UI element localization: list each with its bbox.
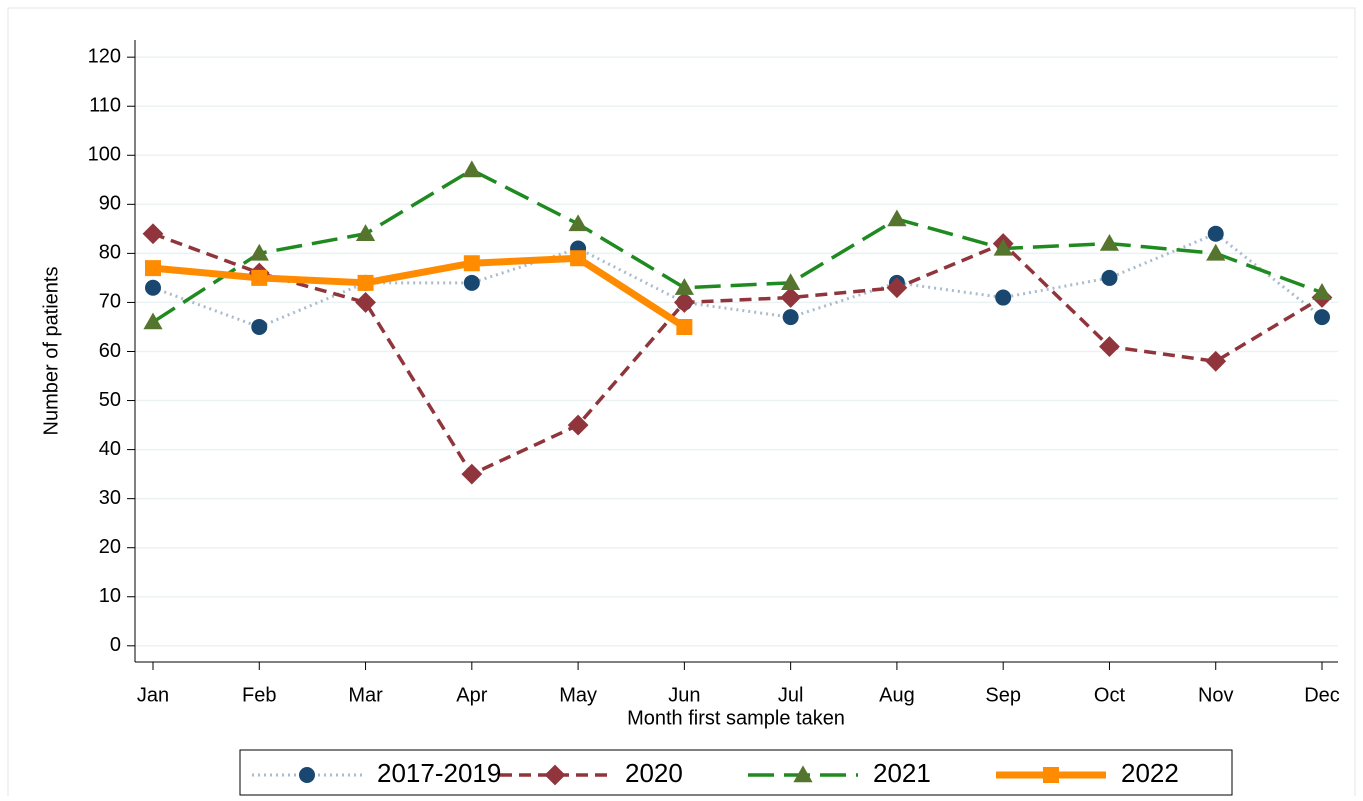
- x-tick-label: Apr: [456, 684, 487, 706]
- point: [461, 463, 483, 485]
- series-line: [152, 168, 1323, 324]
- point: [145, 279, 161, 296]
- point: [781, 273, 801, 291]
- y-tick-label: 50: [99, 389, 121, 411]
- point: [887, 209, 907, 227]
- point: [145, 260, 161, 277]
- y-tick-label: 120: [88, 45, 121, 67]
- point: [1099, 233, 1120, 251]
- x-tick-label: Feb: [242, 684, 276, 706]
- x-tick-label: May: [559, 684, 597, 706]
- legend-label: 2020: [625, 758, 683, 788]
- point: [782, 309, 799, 326]
- series-line: [152, 254, 687, 330]
- point: [1099, 336, 1120, 357]
- point: [462, 160, 482, 178]
- point: [299, 767, 315, 783]
- point: [355, 224, 376, 241]
- point: [249, 243, 269, 261]
- y-tick-label: 100: [88, 144, 121, 166]
- x-tick-label: Oct: [1094, 684, 1126, 706]
- point: [251, 269, 268, 286]
- y-tick-label: 10: [99, 585, 121, 607]
- y-tick-label: 110: [89, 95, 121, 117]
- y-tick-label: 80: [99, 242, 121, 264]
- point: [1312, 283, 1332, 300]
- series-line: [152, 232, 1323, 329]
- chart-frame: [7, 7, 1356, 799]
- x-tick-label: Nov: [1198, 684, 1234, 706]
- point: [142, 223, 164, 245]
- point: [143, 312, 163, 330]
- y-tick-label: 40: [99, 438, 121, 460]
- point: [780, 287, 802, 308]
- point: [544, 764, 566, 786]
- point: [357, 274, 374, 291]
- point: [1206, 243, 1226, 261]
- point: [463, 255, 480, 272]
- point: [1314, 309, 1330, 326]
- y-tick-label: 70: [99, 291, 121, 313]
- point: [1043, 767, 1059, 783]
- x-tick-label: Mar: [348, 684, 383, 706]
- point: [568, 214, 588, 232]
- point: [355, 292, 376, 313]
- y-tick-label: 0: [110, 634, 121, 656]
- x-axis-title: Month first sample taken: [627, 707, 845, 729]
- point: [1207, 225, 1224, 242]
- x-tick-label: Aug: [879, 684, 915, 706]
- point: [793, 765, 813, 783]
- point: [676, 318, 693, 335]
- legend-label: 2022: [1121, 758, 1179, 788]
- y-tick-label: 30: [99, 487, 121, 509]
- series-line: [152, 232, 1323, 476]
- x-tick-label: Dec: [1304, 684, 1340, 706]
- y-tick-label: 90: [99, 193, 121, 215]
- point: [673, 292, 695, 313]
- point: [995, 289, 1012, 306]
- x-tick-label: Jan: [137, 684, 169, 706]
- point: [993, 238, 1013, 256]
- y-tick-label: 20: [99, 536, 121, 558]
- point: [463, 274, 480, 291]
- point: [1205, 350, 1227, 372]
- point: [674, 278, 694, 295]
- point: [570, 250, 587, 267]
- legend-label: 2021: [873, 758, 931, 788]
- point: [1101, 269, 1118, 286]
- y-axis-title: Number of patients: [40, 267, 62, 436]
- x-tick-label: Sep: [985, 684, 1021, 706]
- x-tick-label: Jun: [668, 684, 700, 706]
- point: [567, 414, 589, 436]
- x-tick-label: Jul: [778, 684, 804, 706]
- point: [886, 277, 908, 299]
- point: [251, 318, 268, 335]
- y-tick-label: 60: [99, 340, 121, 362]
- legend-label: 2017-2019: [377, 758, 501, 788]
